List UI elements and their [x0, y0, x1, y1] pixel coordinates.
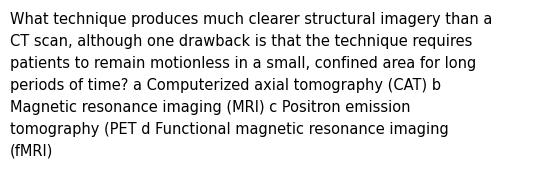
- Text: What technique produces much clearer structural imagery than a: What technique produces much clearer str…: [10, 12, 492, 27]
- Text: Magnetic resonance imaging (MRI) c Positron emission: Magnetic resonance imaging (MRI) c Posit…: [10, 100, 411, 115]
- Text: patients to remain motionless in a small, confined area for long: patients to remain motionless in a small…: [10, 56, 476, 71]
- Text: (fMRI): (fMRI): [10, 144, 54, 159]
- Text: periods of time? a Computerized axial tomography (CAT) b: periods of time? a Computerized axial to…: [10, 78, 441, 93]
- Text: CT scan, although one drawback is that the technique requires: CT scan, although one drawback is that t…: [10, 34, 473, 49]
- Text: tomography (PET d Functional magnetic resonance imaging: tomography (PET d Functional magnetic re…: [10, 122, 449, 137]
